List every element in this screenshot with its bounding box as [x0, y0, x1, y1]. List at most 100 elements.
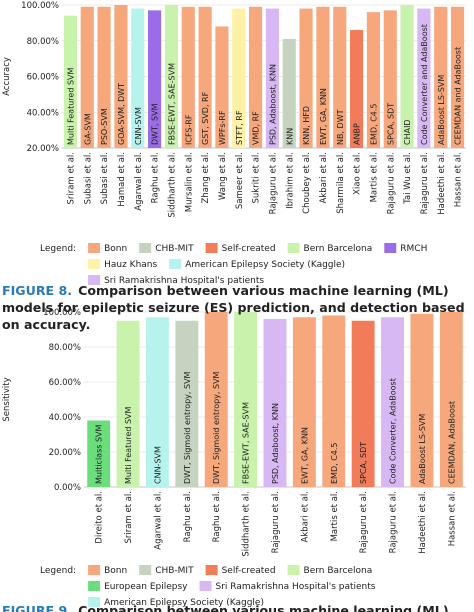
bar [146, 317, 169, 487]
bar-label: Multiclass SVM [95, 424, 104, 484]
bar-label: PSO-SVM [100, 108, 109, 145]
caption: FIGURE 9. Comparison between various mach… [2, 602, 470, 612]
y-axis-title: Sensitivity [2, 377, 12, 421]
legend-swatch [139, 243, 152, 253]
legend-label: Bern Barcelona [304, 566, 373, 576]
x-tick-label: Akbari et al. [319, 152, 329, 203]
legend-item: RMCH [384, 243, 427, 254]
bar [417, 8, 431, 149]
legend-swatch [205, 565, 218, 575]
legend-swatch [169, 259, 182, 269]
legend-label: European Epilepsy [104, 582, 188, 592]
bar-label: FBSE-EWT, SAE-SVM [167, 63, 176, 145]
x-tick-label: Hadeethi et al. [418, 491, 428, 554]
bar [97, 6, 111, 148]
legend-item: Sri Ramakrishna Hospital's patients [199, 581, 376, 592]
x-tick-label: Siddharth et al. [167, 152, 177, 218]
bar-label: CEEMDAN, AdaBoost [447, 401, 456, 484]
bar-label: DWT, Sigmoid entropy, SVM [183, 371, 192, 484]
legend-label: Bern Barcelona [304, 244, 373, 254]
y-tick-label: 40.00% [49, 413, 81, 423]
bar-label: DWT, Sigmoid entropy, SVM [212, 371, 221, 484]
bar [316, 6, 330, 148]
bar [292, 317, 316, 487]
bar-label: EMD, C4.5 [330, 442, 339, 484]
x-tick-label: Hassan et al. [454, 152, 464, 207]
legend-swatch [287, 565, 300, 575]
x-tick-label: Sameer et al. [235, 152, 245, 209]
bar-label: EWT, GA, KNN [319, 88, 328, 145]
legend-swatch [199, 581, 212, 591]
bar [63, 15, 77, 148]
legend-title: Legend: [40, 244, 76, 254]
legend-swatch [88, 259, 101, 269]
bar [148, 10, 162, 148]
bar [350, 30, 364, 148]
x-tick-label: Agarwal et al. [153, 491, 163, 550]
x-tick-label: Rajaguru et al. [389, 491, 399, 553]
legend-item: American Epilepsy Society (Kaggle) [169, 259, 345, 270]
bar [87, 420, 111, 487]
y-tick-label: 100.00% [21, 1, 59, 11]
bar [181, 6, 195, 148]
legend-swatch [205, 243, 218, 253]
caption: FIGURE 8. Comparison between various mach… [2, 282, 470, 333]
bar-label: STFT, RF [235, 110, 244, 145]
bar [322, 315, 346, 487]
legend-item: Bern Barcelona [287, 565, 373, 576]
legend-swatch [139, 565, 152, 575]
bar-label: AdaBoost LS-SVM [437, 75, 446, 145]
legend-swatch [88, 581, 101, 591]
bar-label: KNN [285, 128, 294, 145]
x-tick-label: Rajaguru et al. [386, 152, 396, 214]
legend-label: Sri Ramakrishna Hospital's patients [216, 582, 376, 592]
x-tick-label: Akbari et al. [300, 491, 310, 542]
legend-swatch [88, 243, 101, 253]
bar-label: CNN-SVM [134, 107, 143, 145]
bar-label: VMD, RF [252, 111, 261, 145]
bar [131, 8, 145, 149]
legend-title: Legend: [40, 566, 76, 576]
legend-item: Bern Barcelona [287, 243, 373, 254]
y-tick-label: 80.00% [49, 343, 81, 353]
x-tick-label: Wang et al. [218, 152, 228, 200]
caption-label: FIGURE 8. [2, 283, 73, 298]
legend-item: American Epilepsy Society (Kaggle) [88, 597, 264, 608]
bar [116, 320, 140, 487]
x-tick-label: Raghu et al. [183, 491, 193, 542]
bar-label: CHAID [403, 119, 412, 145]
legend-label: Sri Ramakrishna Hospital's patients [104, 276, 264, 286]
x-tick-label: Zhang et al. [201, 152, 211, 203]
bar-label: DWT, SVM [151, 103, 160, 145]
legend-label: Bonn [104, 566, 127, 576]
legend-item: Sri Ramakrishna Hospital's patients [88, 275, 264, 286]
x-tick-label: Subasi et al. [100, 152, 110, 204]
x-tick-label: Xiao et al. [353, 152, 363, 195]
x-tick-label: Sukriti et al. [252, 152, 262, 204]
bar-label: AdaBoost LS-SVM [418, 414, 427, 484]
bar-label: Code Converter and AdaBoost [420, 24, 429, 145]
bar-label: Code Converter, AdaBoost [389, 378, 398, 484]
x-tick-label: Sharmila et al. [336, 152, 346, 214]
bar [400, 5, 414, 148]
bar-label: GA-SVM [83, 113, 92, 145]
x-tick-label: Raghu et al. [151, 152, 161, 203]
bar-label: EMD, C4.5 [369, 103, 378, 145]
y-tick-label: 60.00% [49, 378, 81, 388]
legend-label: Self-created [222, 244, 276, 254]
y-axis-title: Accuracy [2, 57, 12, 96]
legend-label: American Epilepsy Society (Kaggle) [185, 260, 345, 270]
bar-label: Multi Featured SVM [124, 407, 133, 485]
bar [114, 5, 128, 148]
x-tick-label: Martis et al. [330, 491, 340, 541]
bar [383, 10, 397, 148]
y-tick-label: 40.00% [27, 108, 59, 118]
bar [366, 12, 380, 149]
bar [215, 26, 229, 149]
legend-label: CHB-MIT [155, 566, 194, 576]
y-tick-label: 0.00% [54, 483, 81, 493]
bar [204, 312, 228, 487]
legend-swatch [88, 275, 101, 285]
bar [351, 320, 375, 487]
y-tick-label: 60.00% [27, 73, 59, 83]
